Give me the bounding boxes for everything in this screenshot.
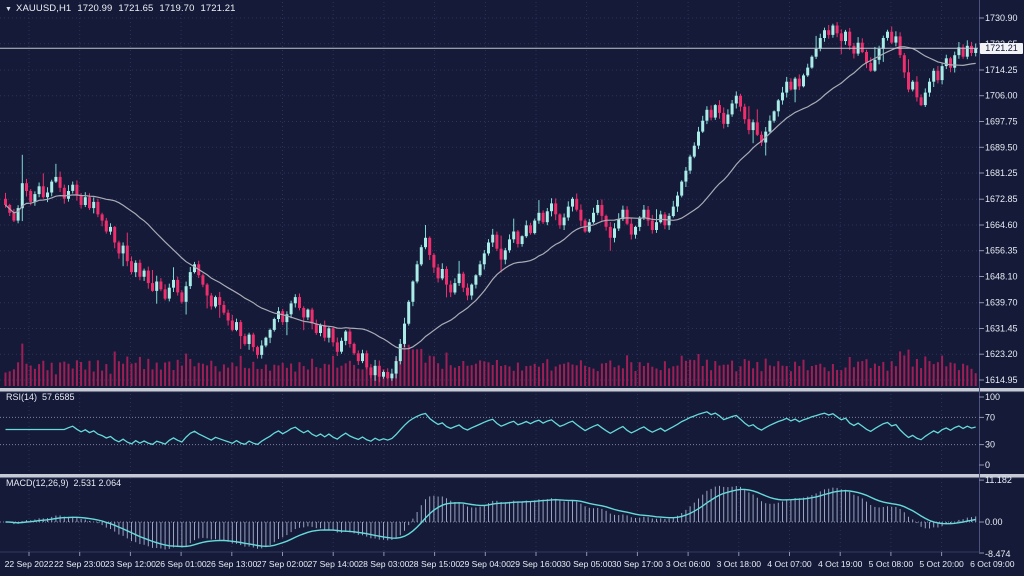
svg-text:0.00: 0.00 [985, 517, 1003, 527]
svg-text:1639.70: 1639.70 [985, 298, 1018, 308]
svg-text:0: 0 [985, 460, 990, 470]
svg-text:-8.474: -8.474 [985, 549, 1011, 559]
svg-text:28 Sep 15:00: 28 Sep 15:00 [409, 559, 460, 569]
svg-text:1631.45: 1631.45 [985, 324, 1018, 334]
svg-text:1689.50: 1689.50 [985, 142, 1018, 152]
svg-text:30 Sep 05:00: 30 Sep 05:00 [561, 559, 612, 569]
svg-text:3 Oct 18:00: 3 Oct 18:00 [717, 559, 762, 569]
svg-text:23 Sep 12:00: 23 Sep 12:00 [105, 559, 156, 569]
svg-text:4 Oct 19:00: 4 Oct 19:00 [818, 559, 863, 569]
svg-text:4 Oct 07:00: 4 Oct 07:00 [767, 559, 812, 569]
macd-values: 2.531 2.064 [73, 478, 122, 488]
svg-text:1623.20: 1623.20 [985, 349, 1018, 359]
svg-text:6 Oct 09:00: 6 Oct 09:00 [970, 559, 1015, 569]
svg-text:5 Oct 20:00: 5 Oct 20:00 [919, 559, 964, 569]
svg-text:1706.00: 1706.00 [985, 91, 1018, 101]
svg-text:1672.85: 1672.85 [985, 194, 1018, 204]
svg-text:26 Sep 01:00: 26 Sep 01:00 [156, 559, 207, 569]
svg-text:3 Oct 06:00: 3 Oct 06:00 [666, 559, 711, 569]
svg-text:1664.60: 1664.60 [985, 220, 1018, 230]
svg-text:1730.90: 1730.90 [985, 13, 1018, 23]
svg-text:1697.75: 1697.75 [985, 117, 1018, 127]
current-price-tag: 1721.21 [980, 42, 1023, 54]
svg-text:100: 100 [985, 392, 1000, 402]
svg-text:30: 30 [985, 440, 995, 450]
rsi-indicator-label: RSI(14) 57.6585 [6, 392, 80, 402]
svg-text:29 Sep 16:00: 29 Sep 16:00 [510, 559, 561, 569]
svg-text:29 Sep 04:00: 29 Sep 04:00 [460, 559, 511, 569]
ohlc-close: 1721.21 [200, 3, 236, 14]
svg-text:11.182: 11.182 [985, 475, 1012, 485]
svg-text:30 Sep 17:00: 30 Sep 17:00 [612, 559, 663, 569]
svg-text:26 Sep 13:00: 26 Sep 13:00 [206, 559, 257, 569]
svg-text:22 Sep 2022: 22 Sep 2022 [5, 559, 54, 569]
ohlc-low: 1719.70 [159, 3, 195, 14]
svg-text:1681.25: 1681.25 [985, 168, 1018, 178]
svg-text:1714.25: 1714.25 [985, 65, 1018, 75]
rsi-value: 57.6585 [42, 392, 75, 402]
ohlc-open: 1720.99 [77, 3, 113, 14]
svg-text:1614.95: 1614.95 [985, 375, 1018, 385]
svg-text:1648.10: 1648.10 [985, 272, 1018, 282]
ohlc-high: 1721.65 [118, 3, 154, 14]
svg-text:27 Sep 14:00: 27 Sep 14:00 [308, 559, 359, 569]
rsi-name: RSI(14) [6, 392, 38, 402]
symbol-dropdown-icon[interactable]: ▼ [5, 6, 13, 13]
macd-indicator-label: MACD(12,26,9) 2.531 2.064 [6, 478, 126, 488]
svg-text:22 Sep 23:00: 22 Sep 23:00 [54, 559, 105, 569]
chart-header: ▼ XAUUSD,H1 1720.99 1721.65 1719.70 1721.21 [5, 3, 242, 14]
svg-text:70: 70 [985, 412, 995, 422]
macd-name: MACD(12,26,9) [6, 478, 69, 488]
svg-text:5 Oct 08:00: 5 Oct 08:00 [869, 559, 914, 569]
symbol-label: XAUUSD,H1 [16, 3, 72, 14]
svg-text:1656.35: 1656.35 [985, 246, 1018, 256]
svg-text:28 Sep 03:00: 28 Sep 03:00 [358, 559, 409, 569]
svg-text:27 Sep 02:00: 27 Sep 02:00 [257, 559, 308, 569]
